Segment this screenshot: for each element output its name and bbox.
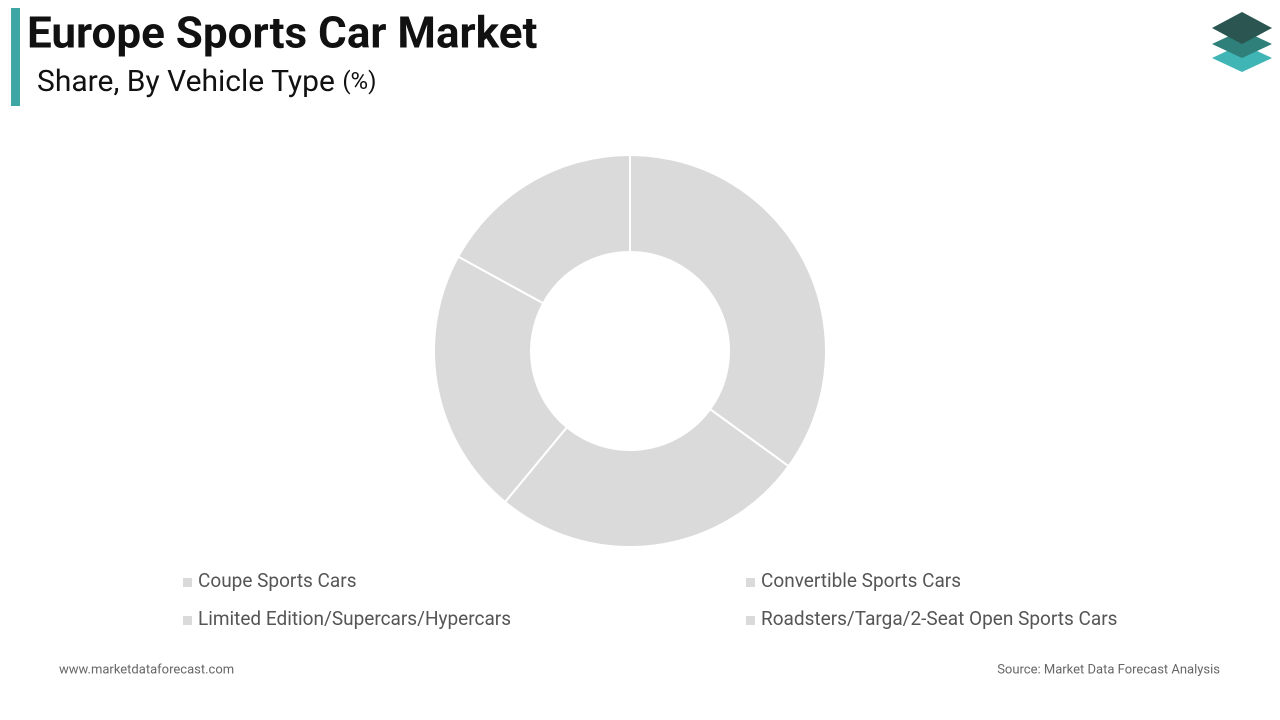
logo: [1212, 12, 1272, 72]
chart-title: Europe Sports Car Market: [27, 7, 537, 59]
subtitle-text: Share, By Vehicle Type: [37, 64, 335, 99]
donut-segment: [503, 407, 790, 548]
title-accent: [11, 8, 20, 106]
chart-subtitle: Share, By Vehicle Type (%): [37, 64, 376, 99]
legend-label: Convertible Sports Cars: [761, 569, 961, 592]
source: Source: Market Data Forecast Analysis: [997, 662, 1220, 677]
legend-swatch: [746, 616, 755, 625]
legend-label: Limited Edition/Supercars/Hypercars: [198, 607, 511, 630]
unit-text: (%): [342, 67, 376, 95]
donut-segment: [629, 153, 827, 468]
legend-swatch: [183, 578, 192, 587]
legend-label: Coupe Sports Cars: [198, 569, 357, 592]
legend-label: Roadsters/Targa/2-Seat Open Sports Cars: [761, 607, 1117, 630]
legend-swatch: [746, 578, 755, 587]
website: www.marketdataforecast.com: [59, 662, 234, 677]
donut-segment: [433, 255, 569, 504]
donut-segment: [456, 153, 631, 305]
legend-swatch: [183, 616, 192, 625]
